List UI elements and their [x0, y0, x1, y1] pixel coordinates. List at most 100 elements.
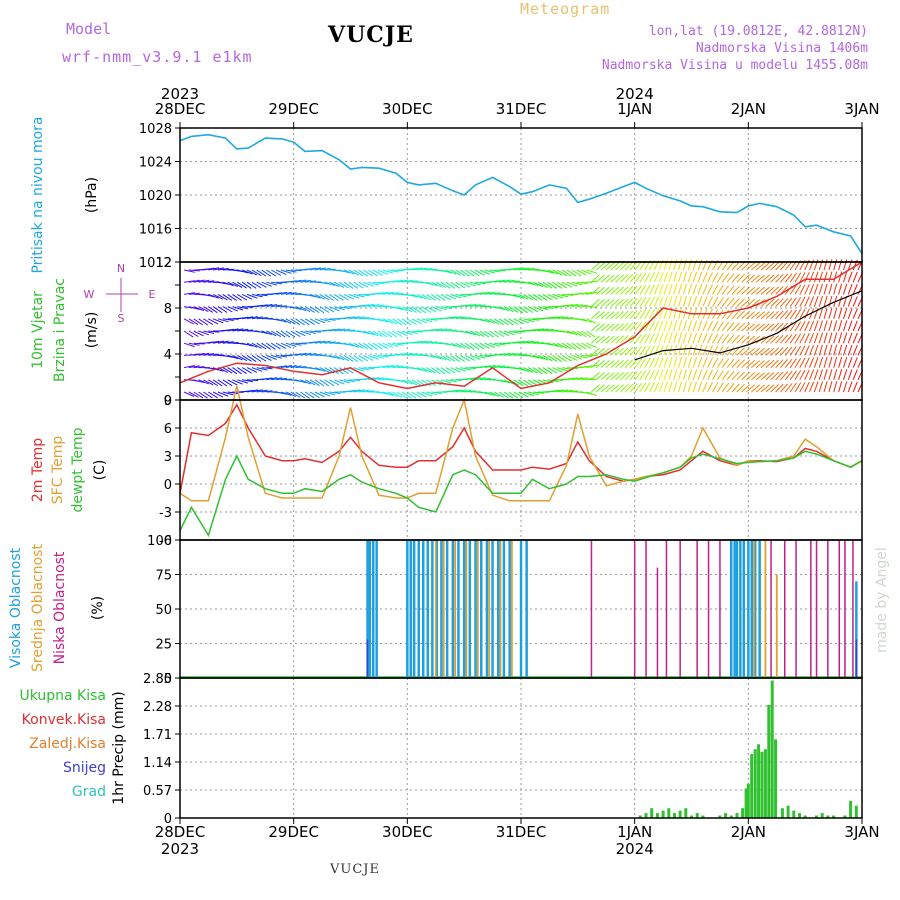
wind-barb	[353, 367, 365, 372]
cloud-bar	[770, 540, 772, 678]
wind-barb	[770, 286, 780, 295]
wind-barb	[804, 284, 810, 295]
wind-barb	[217, 293, 228, 301]
wind-barb	[847, 381, 853, 393]
wind-barb	[533, 328, 545, 332]
wind-barb	[712, 272, 719, 283]
wind-barb	[682, 283, 687, 295]
wind-barb	[552, 316, 564, 320]
wind-barb	[765, 262, 775, 271]
wind-barb	[707, 333, 713, 344]
wind-barb	[518, 293, 529, 300]
wind-barb	[847, 344, 853, 356]
wind-barb	[634, 334, 642, 344]
wind-barb	[716, 345, 724, 356]
wind-barb	[528, 341, 540, 344]
wind-barb	[780, 371, 789, 381]
wind-barb	[566, 281, 578, 287]
y-tick-label: 100	[147, 534, 172, 549]
wind-barb	[329, 281, 340, 288]
precip-bar	[780, 808, 784, 818]
wind-barb	[809, 308, 815, 319]
wind-barb	[746, 274, 756, 283]
wind-barb	[460, 269, 470, 277]
wind-barb	[479, 377, 491, 381]
wind-barb	[334, 328, 346, 332]
precip-bar	[638, 815, 642, 818]
pressure-ylabel: Pritisak na nivou mora	[30, 116, 46, 273]
y-tick-label: 0	[164, 812, 172, 827]
wind-barb	[799, 296, 806, 307]
y-tick-label: 0.57	[143, 784, 172, 799]
wind-barb	[615, 347, 625, 356]
wind-barb	[339, 306, 351, 310]
wind-barb	[838, 356, 843, 368]
y-tick-label: 75	[155, 569, 172, 584]
wind-barb	[775, 359, 784, 368]
wind-barb	[440, 367, 451, 375]
wind-barb	[212, 367, 224, 372]
wind-barb	[406, 267, 418, 271]
cloud-bar	[434, 540, 437, 678]
wind-barb	[682, 295, 687, 307]
wind-barb	[363, 342, 373, 350]
cloud-bar	[457, 540, 460, 678]
wind-barb	[324, 318, 336, 321]
wind-barb	[809, 369, 815, 380]
cloud-bar	[707, 540, 710, 678]
wind-barb	[377, 291, 389, 295]
wind-barb	[581, 330, 592, 338]
cloud-bar	[758, 540, 761, 678]
wind-barb	[431, 281, 442, 288]
wind-barb	[217, 379, 228, 387]
wind-barb	[828, 320, 833, 332]
wind-barb	[784, 383, 793, 393]
wind-barb	[314, 367, 326, 372]
wind-barb	[649, 320, 655, 332]
x-tick-label-bottom: 28DEC	[155, 823, 206, 841]
wind-barb	[309, 267, 321, 271]
wind-barb	[751, 262, 761, 271]
wind-barb	[426, 341, 438, 344]
wind-barb	[842, 381, 848, 393]
wind-barb	[445, 269, 457, 275]
wind-barb	[450, 389, 462, 393]
wind-barb	[324, 281, 336, 286]
wind-barb	[770, 274, 780, 283]
wind-barb	[692, 296, 698, 307]
wind-barb	[484, 269, 496, 274]
wind-barb	[450, 269, 461, 276]
wind-barb	[595, 360, 605, 368]
wind-barb	[736, 261, 745, 271]
wind-barb	[329, 328, 341, 332]
frame-layer	[175, 122, 863, 824]
y-tick-label: 0	[164, 672, 172, 687]
wind-barb	[746, 286, 756, 295]
wind-barb	[639, 321, 647, 332]
wind-barb	[741, 310, 751, 320]
wind-barb	[833, 308, 838, 319]
wind-barb	[673, 356, 678, 368]
grid-layer	[180, 127, 862, 819]
wind-barb	[319, 318, 331, 323]
wind-barb	[421, 293, 432, 301]
temperature-line-2	[179, 450, 863, 538]
wind-barb	[653, 381, 660, 393]
wind-barb	[222, 318, 234, 321]
cloud-bar	[451, 540, 455, 678]
data-layer	[179, 133, 864, 818]
wind-barb	[518, 391, 529, 398]
wind-barb	[256, 304, 268, 308]
wind-barb	[566, 269, 577, 277]
wind-barb	[368, 330, 379, 337]
wind-barb	[746, 323, 756, 332]
precip-bar	[753, 749, 757, 818]
wind-barb	[760, 286, 770, 295]
wind-barb	[280, 391, 292, 396]
wind-barb	[615, 286, 625, 295]
wind-barb	[639, 345, 647, 356]
wind-barb	[721, 334, 730, 344]
wind-barb	[314, 293, 326, 300]
wind-barb	[682, 344, 687, 356]
wind-barb	[590, 274, 600, 283]
